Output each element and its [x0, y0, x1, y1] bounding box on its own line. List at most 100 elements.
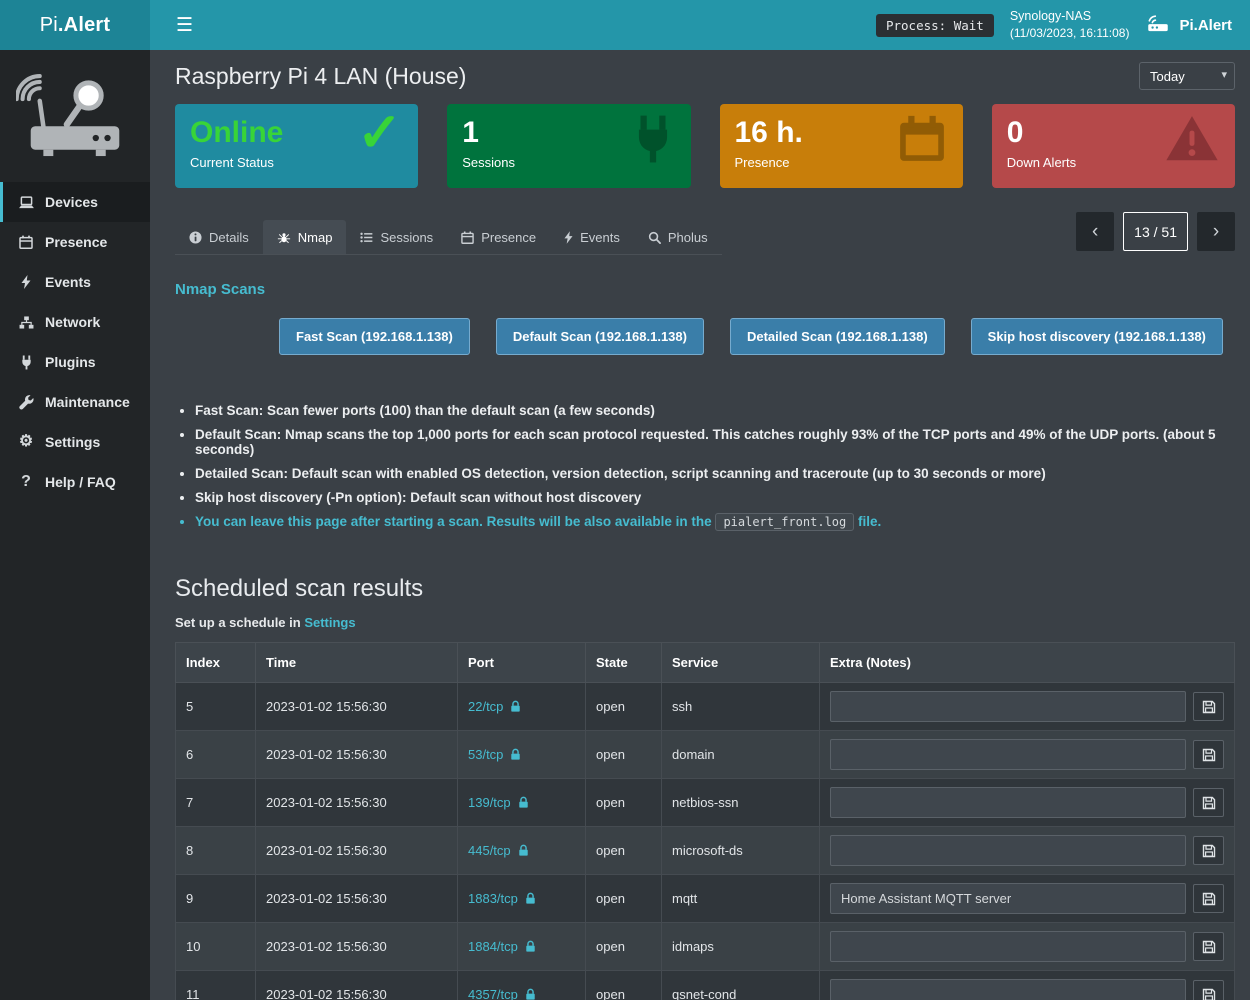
hamburger-menu-icon[interactable]: ☰ — [168, 10, 201, 41]
lock-icon — [518, 796, 528, 808]
save-note-button[interactable] — [1193, 932, 1224, 961]
note-input[interactable] — [830, 787, 1186, 818]
default-scan-button[interactable]: Default Scan (192.168.1.138) — [495, 318, 704, 355]
port-link[interactable]: 1883/tcp — [468, 891, 536, 906]
cell-service: domain — [661, 730, 820, 779]
save-note-button[interactable] — [1193, 740, 1224, 769]
top-bar-main: ☰ Process: Wait Synology-NAS (11/03/2023… — [150, 0, 1250, 50]
cell-state: open — [585, 826, 662, 875]
port-link[interactable]: 22/tcp — [468, 699, 521, 714]
tab-label: Details — [209, 230, 249, 245]
table-row: 11 2023-01-02 15:56:30 4357/tcp open qsn… — [175, 970, 1235, 1000]
sidebar-item-presence[interactable]: Presence — [0, 222, 150, 262]
save-note-button[interactable] — [1193, 692, 1224, 721]
lock-icon — [526, 988, 535, 1000]
note-input[interactable] — [830, 691, 1186, 722]
scan-note: Skip host discovery (-Pn option): Defaul… — [195, 490, 1235, 505]
nas-device-icon — [1145, 13, 1171, 38]
tab-pholus[interactable]: Pholus — [634, 220, 722, 254]
skip-host-discovery-button[interactable]: Skip host discovery (192.168.1.138) — [970, 318, 1223, 355]
cell-state: open — [585, 778, 662, 827]
port-text: 53/tcp — [468, 747, 504, 762]
device-tabs: Details Nmap Sessions Presence Events Ph… — [175, 220, 722, 255]
process-status-badge: Process: Wait — [875, 13, 994, 37]
lock-icon — [518, 844, 528, 856]
note-input[interactable] — [830, 739, 1186, 770]
detailed-scan-button[interactable]: Detailed Scan (192.168.1.138) — [729, 318, 945, 355]
tab-events[interactable]: Events — [550, 220, 634, 254]
cell-note — [819, 922, 1235, 971]
settings-link[interactable]: Settings — [304, 615, 356, 630]
port-link[interactable]: 445/tcp — [468, 843, 529, 858]
save-note-button[interactable] — [1193, 884, 1224, 913]
sidebar-item-devices[interactable]: Devices — [0, 182, 150, 222]
note-input[interactable] — [830, 931, 1186, 962]
table-row: 10 2023-01-02 15:56:30 1884/tcp open idm… — [175, 922, 1235, 971]
cell-time: 2023-01-02 15:56:30 — [255, 970, 458, 1000]
cell-port: 1883/tcp — [457, 874, 586, 923]
calendar-icon — [897, 114, 947, 164]
tab-label: Sessions — [380, 230, 434, 245]
cell-state: open — [585, 874, 662, 923]
tab-nmap[interactable]: Nmap — [262, 220, 347, 254]
save-icon — [1202, 844, 1215, 857]
host-timestamp: (11/03/2023, 16:11:08) — [1009, 26, 1130, 41]
sidebar-item-network[interactable]: Network — [0, 302, 150, 342]
cell-note — [819, 730, 1235, 779]
tab-details[interactable]: Details — [175, 220, 263, 254]
scan-results-body: 5 2023-01-02 15:56:30 22/tcp open ssh 6 … — [175, 682, 1235, 1000]
save-icon — [1202, 796, 1215, 809]
cell-index: 9 — [175, 874, 256, 923]
schedule-hint-text: Set up a schedule in — [175, 615, 305, 630]
cell-port: 445/tcp — [457, 826, 586, 875]
gear-icon: ⚙ — [18, 433, 34, 450]
save-note-button[interactable] — [1193, 980, 1224, 1000]
check-icon: ✓ — [357, 104, 403, 163]
card-value: 16 h. — [734, 116, 803, 149]
fast-scan-button[interactable]: Fast Scan (192.168.1.138) — [279, 318, 470, 355]
previous-device-button[interactable]: ‹ — [1076, 212, 1115, 251]
save-note-button[interactable] — [1193, 788, 1224, 817]
sidebar-item-help-faq[interactable]: ? Help / FAQ — [0, 462, 150, 502]
save-icon — [1202, 892, 1215, 905]
note-input[interactable] — [830, 979, 1186, 1000]
next-device-button[interactable]: › — [1197, 212, 1235, 251]
tab-sessions[interactable]: Sessions — [346, 220, 447, 254]
save-icon — [1202, 940, 1215, 953]
status-card-sessions: 1 Sessions — [447, 104, 691, 188]
host-name: Synology-NAS — [1009, 9, 1092, 24]
cell-note — [819, 970, 1235, 1000]
port-link[interactable]: 1884/tcp — [468, 939, 536, 954]
sidebar-item-plugins[interactable]: Plugins — [0, 342, 150, 382]
note-input[interactable] — [830, 835, 1186, 866]
sidebar-item-maintenance[interactable]: Maintenance — [0, 382, 150, 422]
table-row: 6 2023-01-02 15:56:30 53/tcp open domain — [175, 730, 1235, 779]
cell-time: 2023-01-02 15:56:30 — [255, 874, 458, 923]
port-text: 1883/tcp — [468, 891, 518, 906]
cell-index: 8 — [175, 826, 256, 875]
cell-state: open — [585, 970, 662, 1000]
tab-presence[interactable]: Presence — [447, 220, 550, 254]
sidebar-item-settings[interactable]: ⚙ Settings — [0, 422, 150, 462]
port-link[interactable]: 4357/tcp — [468, 987, 536, 1000]
period-select[interactable]: Today — [1139, 62, 1235, 90]
save-note-button[interactable] — [1193, 836, 1224, 865]
card-value: Online — [190, 116, 284, 149]
note-input[interactable] — [830, 883, 1186, 914]
sidebar: Devices Presence Events Network Plugins — [0, 50, 150, 1000]
card-label: Current Status — [190, 155, 274, 170]
cell-note — [819, 826, 1235, 875]
scan-note: Fast Scan: Scan fewer ports (100) than t… — [195, 403, 1235, 418]
log-filename-chip: pialert_front.log — [715, 513, 855, 531]
host-info: Synology-NAS (11/03/2023, 16:11:08) — [1010, 8, 1130, 41]
scan-buttons: Fast Scan (192.168.1.138) Default Scan (… — [279, 318, 1235, 355]
port-link[interactable]: 139/tcp — [468, 795, 529, 810]
tab-label: Events — [580, 230, 620, 245]
period-select-wrap: Today ▾ — [1139, 62, 1235, 90]
port-link[interactable]: 53/tcp — [468, 747, 521, 762]
sidebar-item-label: Plugins — [45, 354, 96, 370]
save-icon — [1202, 748, 1215, 761]
search-icon — [648, 231, 661, 244]
sidebar-item-events[interactable]: Events — [0, 262, 150, 302]
lock-icon — [511, 700, 521, 712]
